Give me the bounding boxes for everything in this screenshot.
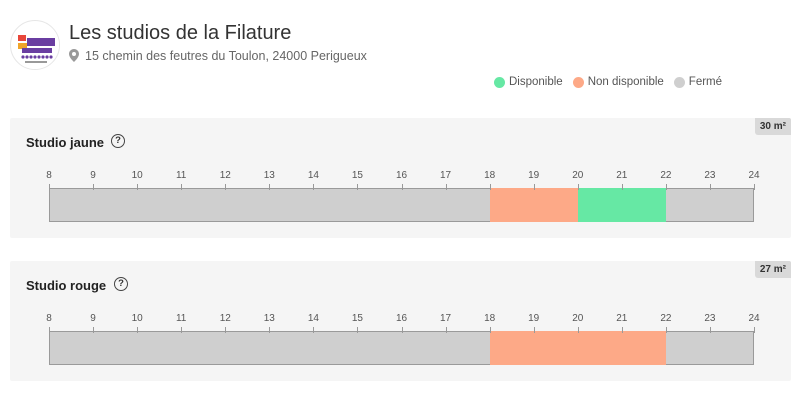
hour-tick-mark (665, 327, 667, 333)
hour-tick-mark (533, 327, 535, 333)
legend-label-available: Disponible (509, 76, 563, 88)
legend-dot-unavailable (572, 76, 584, 88)
hour-tick-mark (401, 327, 403, 333)
hour-tick-mark (93, 327, 95, 333)
legend-dot-closed (673, 76, 685, 88)
hour-tick-label: 12 (219, 170, 231, 181)
hour-tick-label: 8 (46, 313, 52, 324)
hour-tick-label: 17 (440, 170, 452, 181)
hour-tick-label: 9 (90, 313, 96, 324)
legend-item-unavailable: Non disponible (572, 76, 664, 88)
hour-tick-mark (313, 327, 315, 333)
area-badge: 30 m² (754, 118, 791, 135)
available-slot[interactable] (577, 188, 666, 222)
hour-tick-label: 11 (175, 313, 187, 324)
area-badge: 27 m² (754, 261, 791, 278)
hour-tick-mark (93, 184, 95, 190)
venue-header: Les studios de la Filature 15 chemin des… (10, 20, 800, 70)
hour-tick-mark (137, 184, 139, 190)
hour-tick-label: 20 (572, 313, 584, 324)
hour-tick-mark (225, 184, 227, 190)
hour-tick-mark (709, 184, 711, 190)
venue-address: 15 chemin des feutres du Toulon, 24000 P… (69, 49, 367, 63)
hour-tick-label: 18 (484, 170, 496, 181)
hour-tick-label: 10 (131, 170, 143, 181)
hour-tick-mark (754, 184, 755, 190)
hour-tick-mark (181, 327, 183, 333)
hour-tick-label: 17 (440, 313, 452, 324)
hour-tick-mark (181, 184, 183, 190)
hour-tick-mark (401, 184, 403, 190)
hour-tick-label: 15 (351, 170, 363, 181)
hour-tick-label: 19 (528, 313, 540, 324)
hour-tick-mark (137, 327, 139, 333)
hour-tick-label: 18 (484, 313, 496, 324)
hour-tick-label: 22 (660, 170, 672, 181)
hour-tick-mark (621, 184, 623, 190)
hour-tick-mark (225, 327, 227, 333)
hour-tick-label: 16 (395, 313, 408, 324)
hour-tick-label: 21 (616, 170, 628, 181)
hour-tick-label: 24 (748, 313, 760, 324)
hour-tick-label: 21 (616, 313, 628, 324)
legend-dot-available (494, 76, 505, 88)
studio-card-rouge[interactable]: 27 m² Studio rouge ? 8 9 10 11 12 13 14 15 16 17 1… (10, 261, 791, 381)
hour-tick-label: 9 (90, 170, 96, 181)
hour-tick-label: 24 (748, 170, 760, 181)
help-icon[interactable]: ? (114, 277, 128, 291)
hour-tick-label: 23 (704, 170, 716, 181)
venue-address-text: 15 chemin des feutres du Toulon, 24000 P… (85, 49, 367, 63)
hour-tick-label: 16 (395, 170, 408, 181)
availability-legend: Disponible Non disponible Fermé (494, 74, 732, 90)
hour-tick-mark (445, 184, 447, 190)
hour-tick-label: 14 (307, 170, 319, 181)
hour-tick-mark (357, 327, 359, 333)
hour-tick-label: 10 (131, 313, 143, 324)
hour-tick-mark (533, 184, 535, 190)
legend-label-closed: Fermé (688, 76, 723, 88)
legend-label-unavailable: Non disponible (587, 76, 664, 88)
legend-item-closed: Fermé (673, 76, 723, 88)
hour-tick-mark (269, 184, 271, 190)
hour-tick-label: 8 (46, 170, 52, 181)
hour-tick-mark (445, 327, 447, 333)
hour-tick-label: 23 (704, 313, 716, 324)
hour-tick-mark (621, 327, 623, 333)
hour-tick-label: 20 (572, 170, 584, 181)
hour-tick-mark (665, 184, 667, 190)
hour-tick-label: 11 (175, 170, 187, 181)
hour-tick-label: 22 (660, 313, 672, 324)
hour-tick-mark (577, 327, 579, 333)
studio-name: Studio rouge (26, 278, 107, 293)
hour-tick-mark (313, 184, 315, 190)
map-pin-icon (69, 49, 79, 62)
hour-tick-mark (357, 184, 359, 190)
hour-tick-label: 15 (351, 313, 363, 324)
hour-tick-mark (709, 327, 711, 333)
hour-tick-mark (49, 184, 50, 190)
studio-card-jaune[interactable]: 30 m² Studio jaune ? 8 9 10 11 12 13 14 15 16 17 1… (10, 118, 791, 238)
hour-tick-mark (489, 327, 491, 333)
unavailable-slot (489, 188, 578, 222)
hour-tick-label: 13 (263, 313, 275, 324)
hour-tick-label: 19 (528, 170, 540, 181)
hour-tick-label: 13 (263, 170, 275, 181)
venue-title: Les studios de la Filature (69, 22, 292, 44)
studio-timeline[interactable]: 8 9 10 11 12 13 14 15 16 17 18 19 20 21 22 23 24 (46, 313, 760, 365)
help-icon[interactable]: ? (111, 134, 125, 148)
legend-item-available: Disponible (494, 76, 563, 88)
studio-timeline[interactable]: 8 9 10 11 12 13 14 15 16 17 18 19 20 21 22 23 24 (46, 170, 760, 222)
venue-logo (10, 20, 60, 70)
studio-name: Studio jaune (26, 135, 104, 150)
hour-tick-mark (49, 327, 50, 333)
hour-tick-mark (489, 184, 491, 190)
hour-tick-label: 14 (307, 313, 319, 324)
hour-tick-label: 12 (219, 313, 231, 324)
hour-tick-mark (754, 327, 755, 333)
hour-tick-mark (269, 327, 271, 333)
hour-tick-mark (577, 184, 579, 190)
unavailable-slot (489, 331, 666, 365)
